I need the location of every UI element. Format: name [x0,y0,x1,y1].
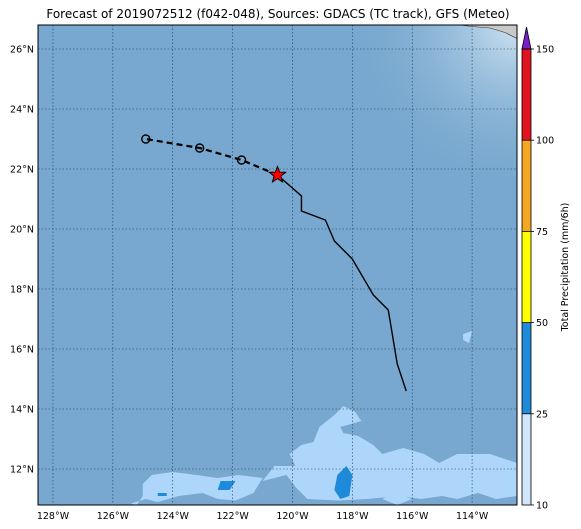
colorbar-label: Total Precipitation (mm/6h) [560,203,571,333]
precipitation-colorbar: 10 25 50 75 100 150 Total Precipitation (mm/6h… [521,26,571,512]
graticule [38,25,517,505]
lat-tick-label: 14°N [10,405,34,416]
precip-area-25-50 [217,481,236,490]
colorbar-segment-75-100 [522,140,531,232]
latitude-axis: 12°N 14°N 16°N 18°N 20°N 22°N 24°N 26°N [10,45,34,476]
colorbar-frame [521,48,532,506]
colorbar-segment-100-150 [522,49,531,141]
colorbar-tick-label: 150 [536,45,554,56]
colorbar-tick-label: 25 [536,409,548,420]
lon-tick-label: 122°W [216,511,249,522]
lat-tick-label: 20°N [10,225,34,236]
lat-tick-label: 18°N [10,285,34,296]
lat-tick-label: 22°N [10,165,34,176]
lat-tick-label: 12°N [10,465,34,476]
colorbar-tick-label: 100 [536,136,554,147]
colorbar-tick-label: 10 [536,501,548,512]
lon-tick-label: 118°W [336,511,369,522]
precip-area-10-25 [262,406,517,501]
colorbar-segment-10-25 [522,413,531,505]
forecast-track-line [145,137,278,177]
lat-tick-label: 24°N [10,105,34,116]
precip-area-25-50 [157,493,167,496]
forecast-position-marker [236,155,247,165]
ocean-highlight [38,25,517,505]
current-position-star-icon [268,165,287,184]
forecast-position-marker [141,134,151,144]
precip-area-10-25 [463,331,473,343]
precip-area-25-50 [334,466,353,499]
colorbar-tick-label: 50 [536,318,548,329]
tc-track-layer [141,134,407,392]
lon-tick-label: 114°W [456,511,489,522]
lat-tick-label: 16°N [10,345,34,356]
precip-area-10-25 [382,493,413,505]
lon-tick-label: 120°W [276,511,309,522]
forecast-position-marker [194,143,205,153]
lat-tick-label: 26°N [10,45,34,56]
map-title: Forecast of 2019072512 (f042-048), Sourc… [46,7,510,21]
precip-area-10-25 [130,472,263,505]
lon-tick-label: 116°W [396,511,429,522]
precipitation-layer [130,331,517,505]
colorbar-tick-label: 75 [536,227,548,238]
observed-track-line [277,174,407,392]
lon-tick-label: 126°W [97,511,130,522]
colorbar-segment-50-75 [522,231,531,323]
lon-tick-label: 128°W [37,511,70,522]
longitude-axis: 128°W 126°W 124°W 122°W 120°W 118°W 116°W 114°W [37,511,489,522]
colorbar-extend-triangle [521,26,532,50]
lon-tick-label: 124°W [157,511,190,522]
colorbar-segment-25-50 [522,322,531,414]
map-frame [37,24,518,506]
